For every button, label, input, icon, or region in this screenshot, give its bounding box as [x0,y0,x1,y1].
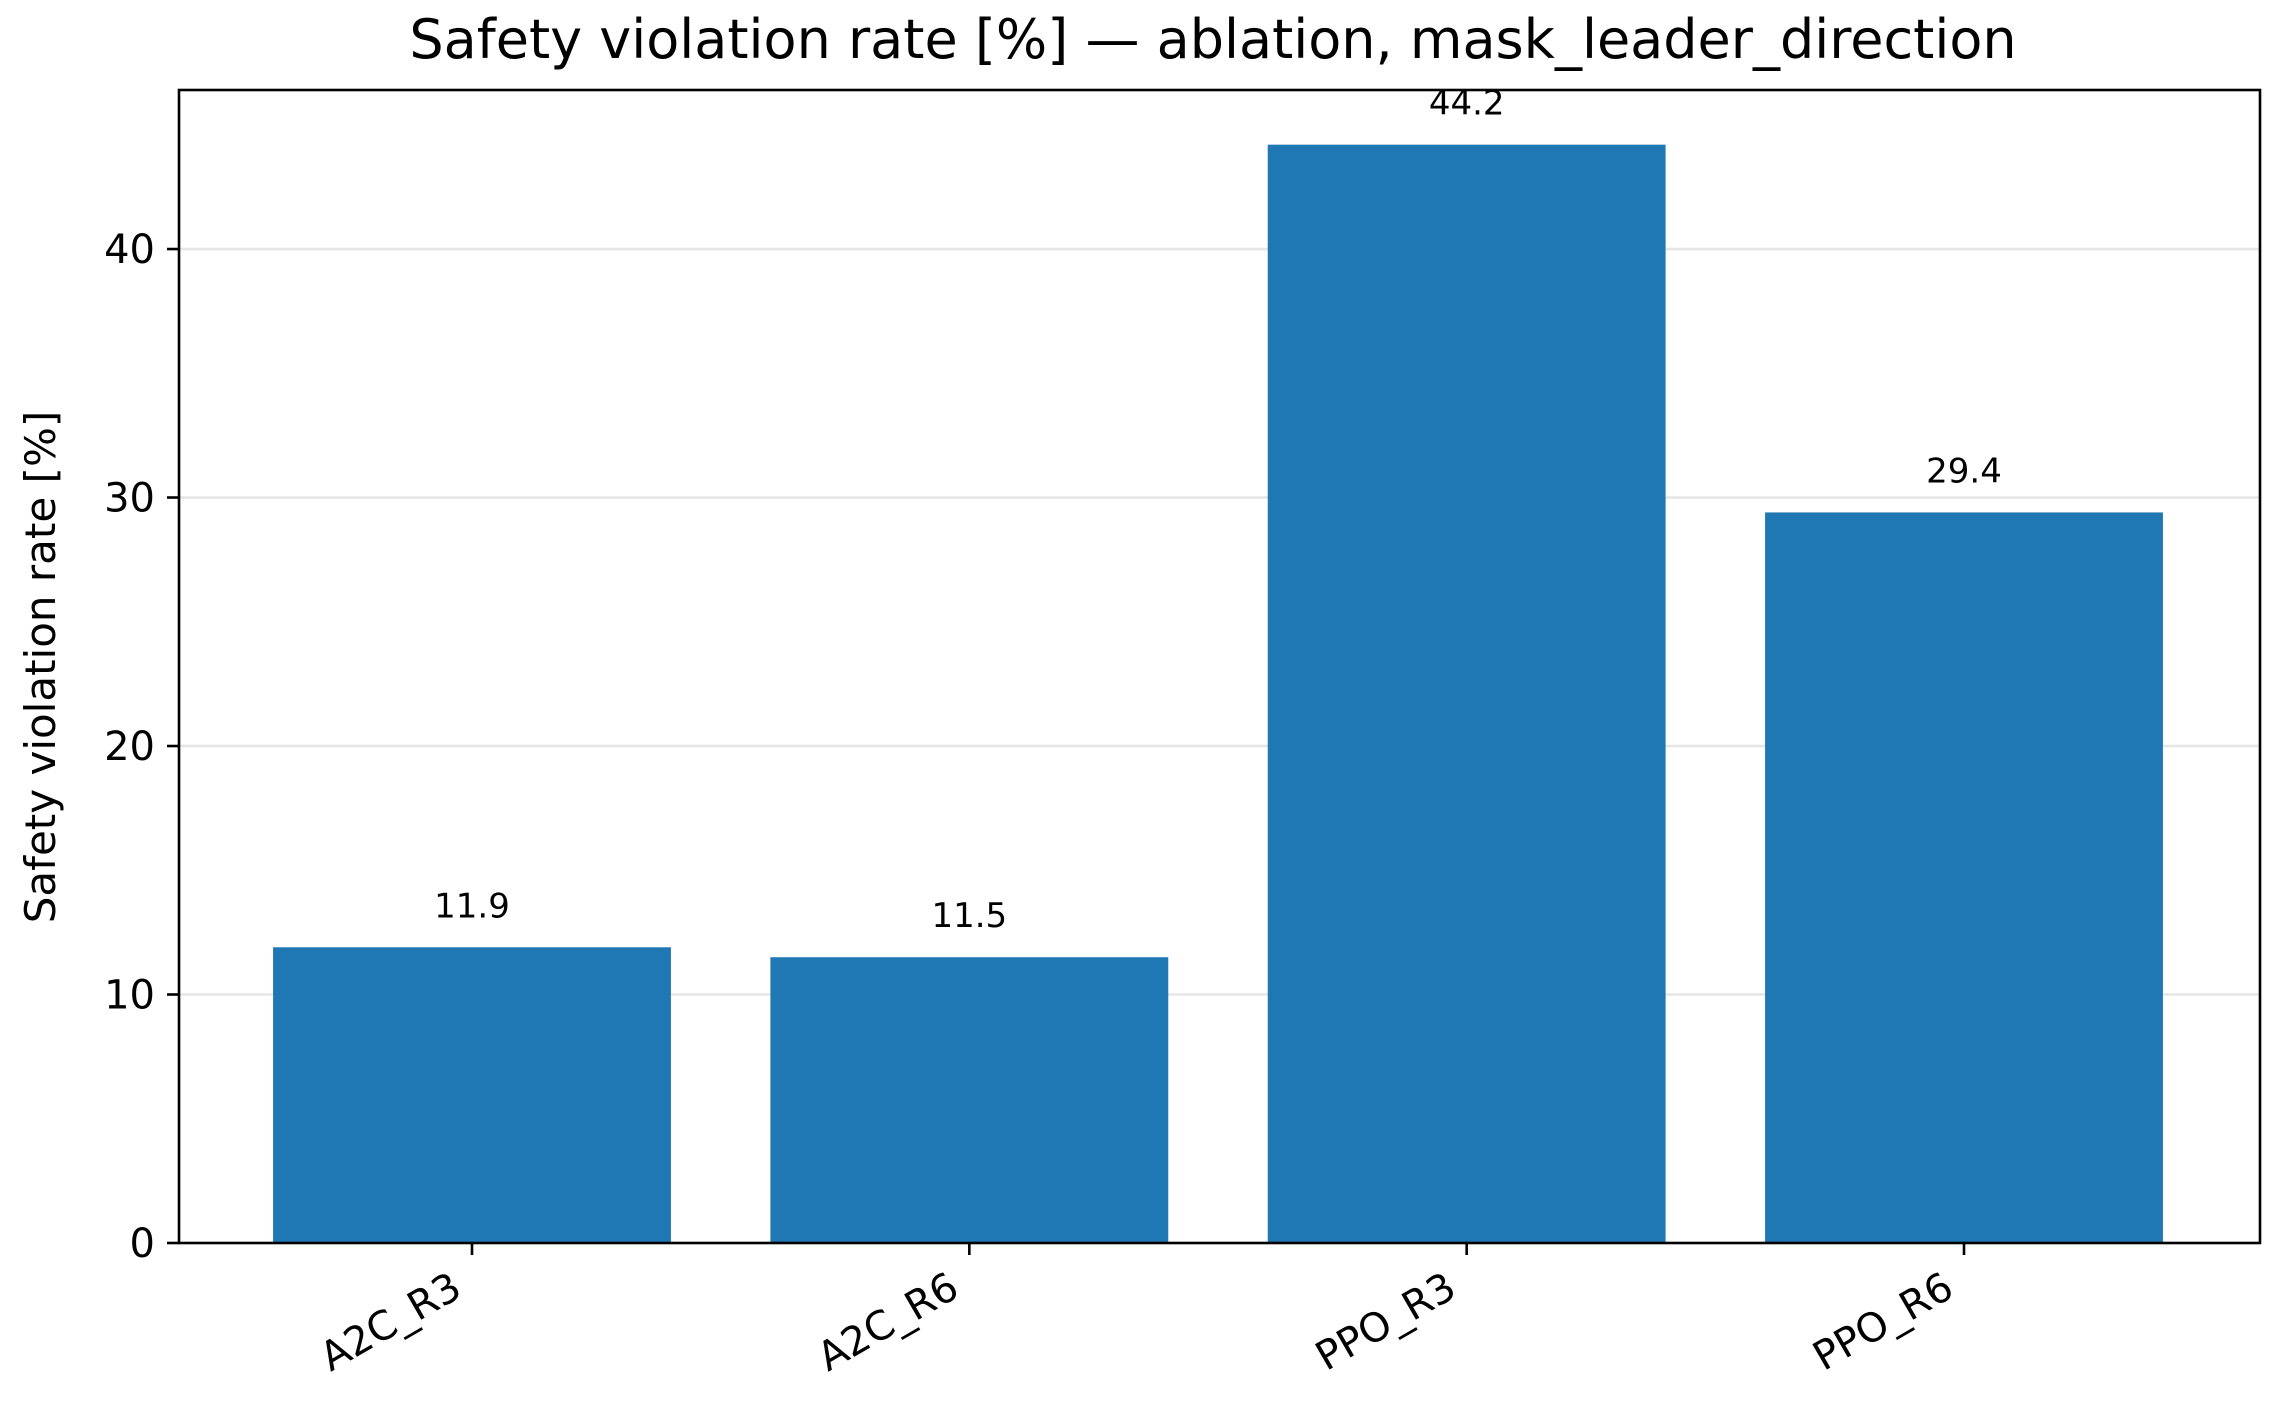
bar-value-label: 29.4 [1926,451,2002,491]
bar-a2c-r6 [770,957,1169,1243]
y-tick-label: 30 [104,476,155,522]
x-axis-ticks: A2C_R3 A2C_R6 PPO_R3 PPO_R6 [313,1243,1966,1381]
y-tick-label: 20 [104,724,155,770]
y-tick-label: 0 [130,1221,155,1267]
x-tick-label: A2C_R3 [313,1264,469,1381]
plot-frame [177,88,2262,1245]
x-tick-label: PPO_R3 [1308,1264,1463,1380]
bar-value-label: 11.5 [931,896,1007,936]
bar-a2c-r3 [273,947,671,1243]
y-tick-label: 40 [104,227,155,273]
bar-ppo-r3 [1267,144,1666,1244]
bars [273,144,2163,1244]
axes [177,88,2262,1245]
x-tick-label: PPO_R6 [1806,1264,1961,1380]
y-axis-label: Safety violation rate [%] [16,411,65,923]
chart-title: Safety violation rate [%] — ablation, ma… [409,8,2016,71]
y-axis-ticks: 0 10 20 30 40 [104,227,179,1267]
bar-ppo-r6 [1765,512,2163,1243]
x-tick-label: A2C_R6 [810,1264,966,1381]
bar-value-label: 11.9 [434,886,510,926]
y-tick-label: 10 [104,973,155,1019]
